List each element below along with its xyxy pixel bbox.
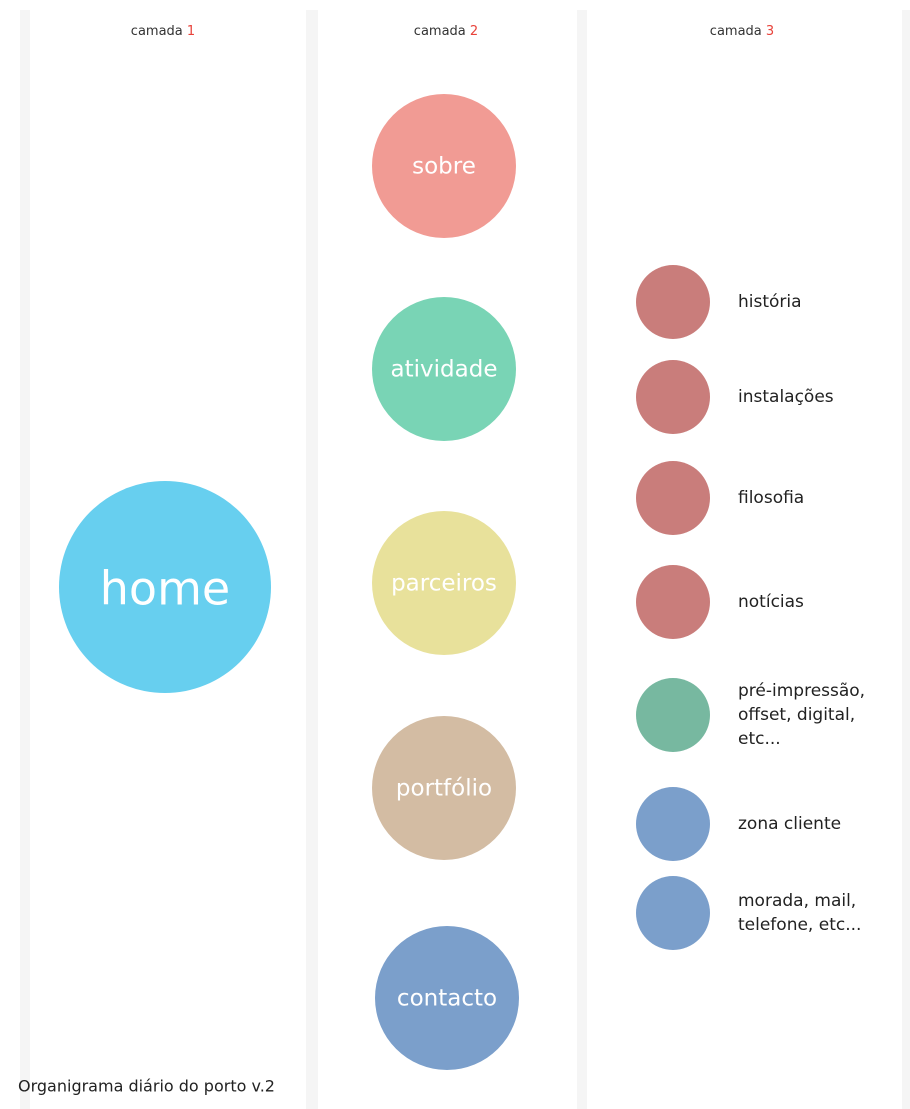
node-label: instalações [738, 387, 834, 407]
node-label: contacto [397, 986, 497, 1012]
column-header: camada 1 [131, 24, 195, 39]
header-label: camada [131, 24, 183, 39]
node-circle [636, 265, 710, 339]
node-label: etc... [738, 729, 781, 749]
node-circle [372, 297, 516, 441]
node-label: filosofia [738, 488, 804, 508]
header-number: 1 [187, 24, 195, 39]
header-label: camada [710, 24, 762, 39]
column-divider [902, 10, 910, 1109]
node-circle [59, 481, 271, 693]
node-circle [636, 565, 710, 639]
column-divider [20, 10, 30, 1109]
node-circle [372, 511, 516, 655]
node-label: zona cliente [738, 814, 841, 834]
node-label: notícias [738, 592, 804, 612]
column-divider [577, 10, 587, 1109]
node-circle [636, 678, 710, 752]
node-circle [372, 94, 516, 238]
column-header: camada 2 [414, 24, 478, 39]
header-number: 2 [470, 24, 478, 39]
node-label: morada, mail, [738, 891, 856, 911]
header-label: camada [414, 24, 466, 39]
node-circle [372, 716, 516, 860]
node-circle [636, 360, 710, 434]
node-label: home [100, 562, 230, 616]
node-circle [636, 461, 710, 535]
node-label: portfólio [396, 776, 492, 802]
node-circle [636, 787, 710, 861]
node-label: offset, digital, [738, 705, 855, 725]
node-label: atividade [391, 357, 498, 383]
footer-caption: Organigrama diário do porto v.2 [18, 1077, 275, 1096]
node-label: pré-impressão, [738, 681, 865, 701]
column-header: camada 3 [710, 24, 774, 39]
header-number: 3 [766, 24, 774, 39]
node-circle [636, 876, 710, 950]
node-circle [375, 926, 519, 1070]
node-label: sobre [412, 154, 476, 180]
node-label: parceiros [391, 571, 497, 597]
node-label: história [738, 292, 802, 312]
node-label: telefone, etc... [738, 915, 861, 935]
column-divider [306, 10, 318, 1109]
